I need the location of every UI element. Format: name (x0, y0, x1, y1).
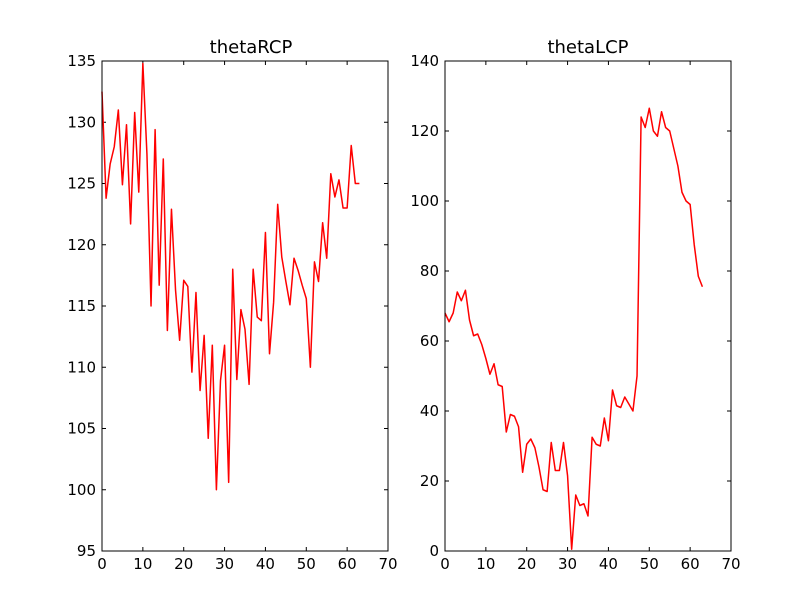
y-tick-label: 120 (410, 122, 439, 140)
y-tick-label: 135 (67, 52, 96, 70)
x-tick-label: 70 (721, 555, 740, 573)
x-tick-label: 40 (256, 555, 275, 573)
x-tick-label: 50 (640, 555, 659, 573)
axes-frame (101, 60, 389, 552)
y-tick-label: 100 (410, 192, 439, 210)
y-tick-label: 0 (429, 542, 439, 560)
chart-thetaLCP: thetaLCP 0 10 20 30 40 50 60 70 0 20 40 60 80 100 120 1… (410, 37, 740, 573)
chart-thetaRCP: thetaRCP 0 10 20 30 40 50 60 70 95 100 105 110 115 12… (67, 37, 397, 573)
y-tick-label: 130 (67, 113, 96, 131)
y-tick-label: 110 (67, 358, 96, 376)
x-tick-label: 30 (215, 555, 234, 573)
y-tick-label: 125 (67, 175, 96, 193)
x-tick-label: 40 (599, 555, 618, 573)
y-tick-label: 100 (67, 481, 96, 499)
chart-title: thetaLCP (547, 37, 628, 58)
series-line-thetaRCP (101, 62, 360, 491)
axes-frame (444, 60, 732, 552)
x-tick-label: 60 (338, 555, 357, 573)
y-tick-label: 120 (67, 236, 96, 254)
y-tick-label: 60 (420, 332, 439, 350)
y-tick-label: 40 (420, 402, 439, 420)
x-tick-label: 10 (476, 555, 495, 573)
x-tick-label: 60 (681, 555, 700, 573)
x-tick-label: 50 (297, 555, 316, 573)
y-tick-label: 95 (77, 542, 96, 560)
x-tick-label: 10 (133, 555, 152, 573)
x-tick-label: 70 (378, 555, 397, 573)
x-tick-label: 30 (558, 555, 577, 573)
y-tick-label: 20 (420, 472, 439, 490)
y-tick-label: 140 (410, 52, 439, 70)
y-tick-label: 105 (67, 420, 96, 438)
series-line-thetaLCP (444, 107, 704, 550)
chart-title: thetaRCP (210, 37, 293, 58)
x-tick-label: 0 (97, 555, 107, 573)
y-tick-label: 80 (420, 262, 439, 280)
x-tick-label: 20 (517, 555, 536, 573)
y-tick-label: 115 (67, 297, 96, 315)
x-tick-label: 0 (440, 555, 450, 573)
x-tick-label: 20 (174, 555, 193, 573)
